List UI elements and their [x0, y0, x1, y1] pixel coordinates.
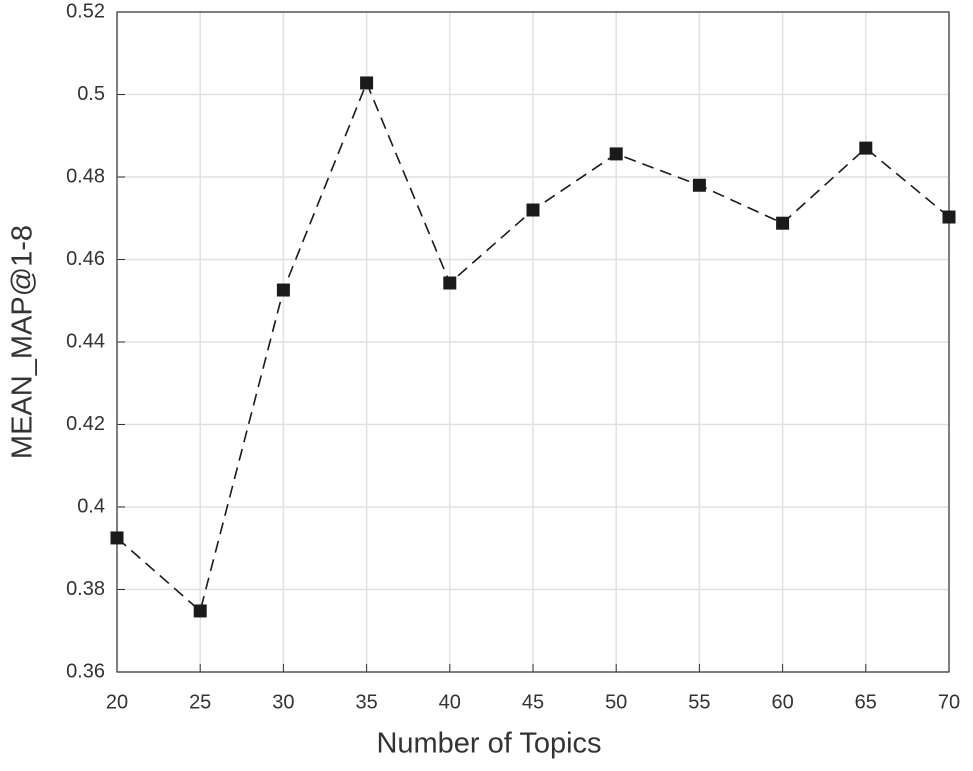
y-axis-label: MEAN_MAP@1-8	[7, 225, 39, 459]
x-tick-label: 20	[106, 691, 128, 713]
x-tick-label: 25	[189, 691, 211, 713]
x-tick-label: 65	[855, 691, 877, 713]
marker	[942, 210, 956, 224]
x-tick-label: 50	[605, 691, 627, 713]
y-tick-label: 0.5	[77, 83, 105, 105]
x-axis-label: Number of Topics	[376, 728, 601, 760]
y-tick-label: 0.44	[66, 330, 105, 352]
marker	[526, 203, 540, 217]
marker	[443, 276, 457, 290]
x-tick-label: 30	[272, 691, 294, 713]
x-tick-label: 70	[938, 691, 960, 713]
y-tick-label: 0.42	[66, 413, 105, 435]
marker	[609, 147, 623, 161]
x-tick-label: 45	[522, 691, 544, 713]
x-tick-label: 55	[688, 691, 710, 713]
marker	[776, 216, 790, 230]
marker	[360, 76, 374, 90]
marker	[692, 178, 706, 192]
y-tick-label: 0.36	[66, 660, 105, 682]
y-tick-label: 0.48	[66, 165, 105, 187]
plot-frame	[116, 11, 950, 673]
marker	[193, 604, 207, 618]
y-tick-label: 0.4	[77, 495, 105, 517]
marker	[110, 531, 124, 545]
y-tick-label: 0.46	[66, 248, 105, 270]
marker	[276, 283, 290, 297]
y-tick-label: 0.38	[66, 578, 105, 600]
marker	[859, 141, 873, 155]
x-tick-label: 60	[771, 691, 793, 713]
x-tick-label: 40	[439, 691, 461, 713]
x-tick-label: 35	[355, 691, 377, 713]
y-tick-label: 0.52	[66, 0, 105, 22]
